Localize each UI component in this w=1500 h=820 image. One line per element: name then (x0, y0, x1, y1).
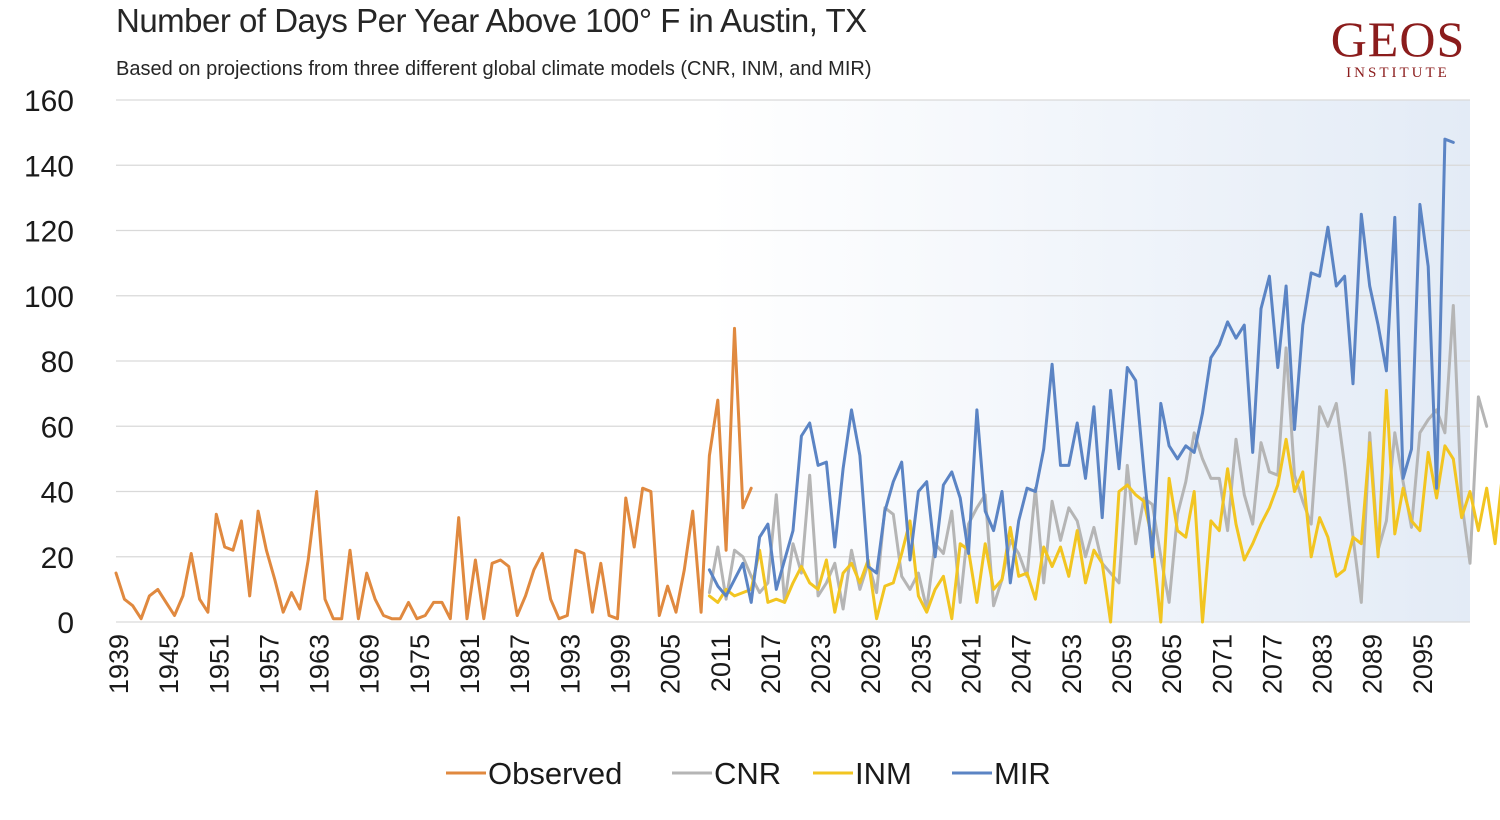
series-line-mir (707, 137, 1455, 604)
x-tick-label: 2035 (906, 634, 936, 694)
x-tick-label: 1999 (605, 634, 635, 694)
x-tick-label: 1975 (405, 634, 435, 694)
x-tick-label: 2005 (656, 634, 686, 694)
y-tick-label: 120 (24, 216, 74, 249)
y-tick-label: 100 (24, 281, 74, 314)
chart-subtitle: Based on projections from three differen… (116, 58, 872, 80)
logo-sub-text: INSTITUTE (1346, 65, 1450, 81)
legend-label-inm: INM (855, 756, 912, 791)
legend-label-cnr: CNR (714, 756, 781, 791)
x-axis-ticks: 1939 1945 1951 1957 1963 1969 1975 1981 1987 1993… (104, 634, 1438, 694)
x-tick-label: 2065 (1157, 634, 1187, 694)
x-tick-label: 2023 (806, 634, 836, 694)
y-tick-label: 80 (41, 346, 74, 379)
x-tick-label: 1957 (254, 634, 284, 694)
x-tick-label: 2077 (1257, 634, 1287, 694)
x-tick-label: 2017 (756, 634, 786, 694)
x-tick-label: 1981 (455, 634, 485, 694)
series-line-inm (707, 388, 1500, 624)
x-tick-label: 1963 (305, 634, 335, 694)
legend: Observed CNR INM MIR (446, 756, 1051, 791)
chart-title: Number of Days Per Year Above 100° F in … (116, 2, 867, 39)
geos-institute-logo: GEOS INSTITUTE (1318, 14, 1478, 82)
logo-main-text: GEOS (1330, 11, 1466, 67)
x-tick-label: 2095 (1408, 634, 1438, 694)
y-tick-label: 160 (24, 85, 74, 118)
legend-label-mir: MIR (994, 756, 1051, 791)
x-tick-label: 2047 (1007, 634, 1037, 694)
x-tick-label: 1939 (104, 634, 134, 694)
gridlines (116, 99, 1470, 623)
x-tick-label: 2041 (957, 634, 987, 694)
series-lines (114, 137, 1500, 624)
x-tick-label: 1969 (355, 634, 385, 694)
x-tick-label: 2029 (856, 634, 886, 694)
y-tick-label: 0 (57, 607, 74, 640)
x-tick-label: 2071 (1207, 634, 1237, 694)
x-tick-label: 1951 (204, 634, 234, 694)
x-tick-label: 2059 (1107, 634, 1137, 694)
x-tick-label: 1987 (505, 634, 535, 694)
x-tick-label: 1945 (154, 634, 184, 694)
x-tick-label: 2011 (706, 634, 736, 692)
x-tick-label: 1993 (555, 634, 585, 694)
x-tick-label: 2053 (1057, 634, 1087, 694)
y-tick-label: 20 (41, 542, 74, 575)
x-tick-label: 2083 (1308, 634, 1338, 694)
y-tick-label: 140 (24, 150, 74, 183)
y-axis-ticks: 0 20 40 60 80 100 120 140 160 (24, 85, 74, 640)
series-line-observed (114, 326, 753, 621)
x-tick-label: 2089 (1358, 634, 1388, 694)
legend-label-observed: Observed (488, 756, 622, 791)
y-tick-label: 60 (41, 411, 74, 444)
y-tick-label: 40 (41, 477, 74, 510)
